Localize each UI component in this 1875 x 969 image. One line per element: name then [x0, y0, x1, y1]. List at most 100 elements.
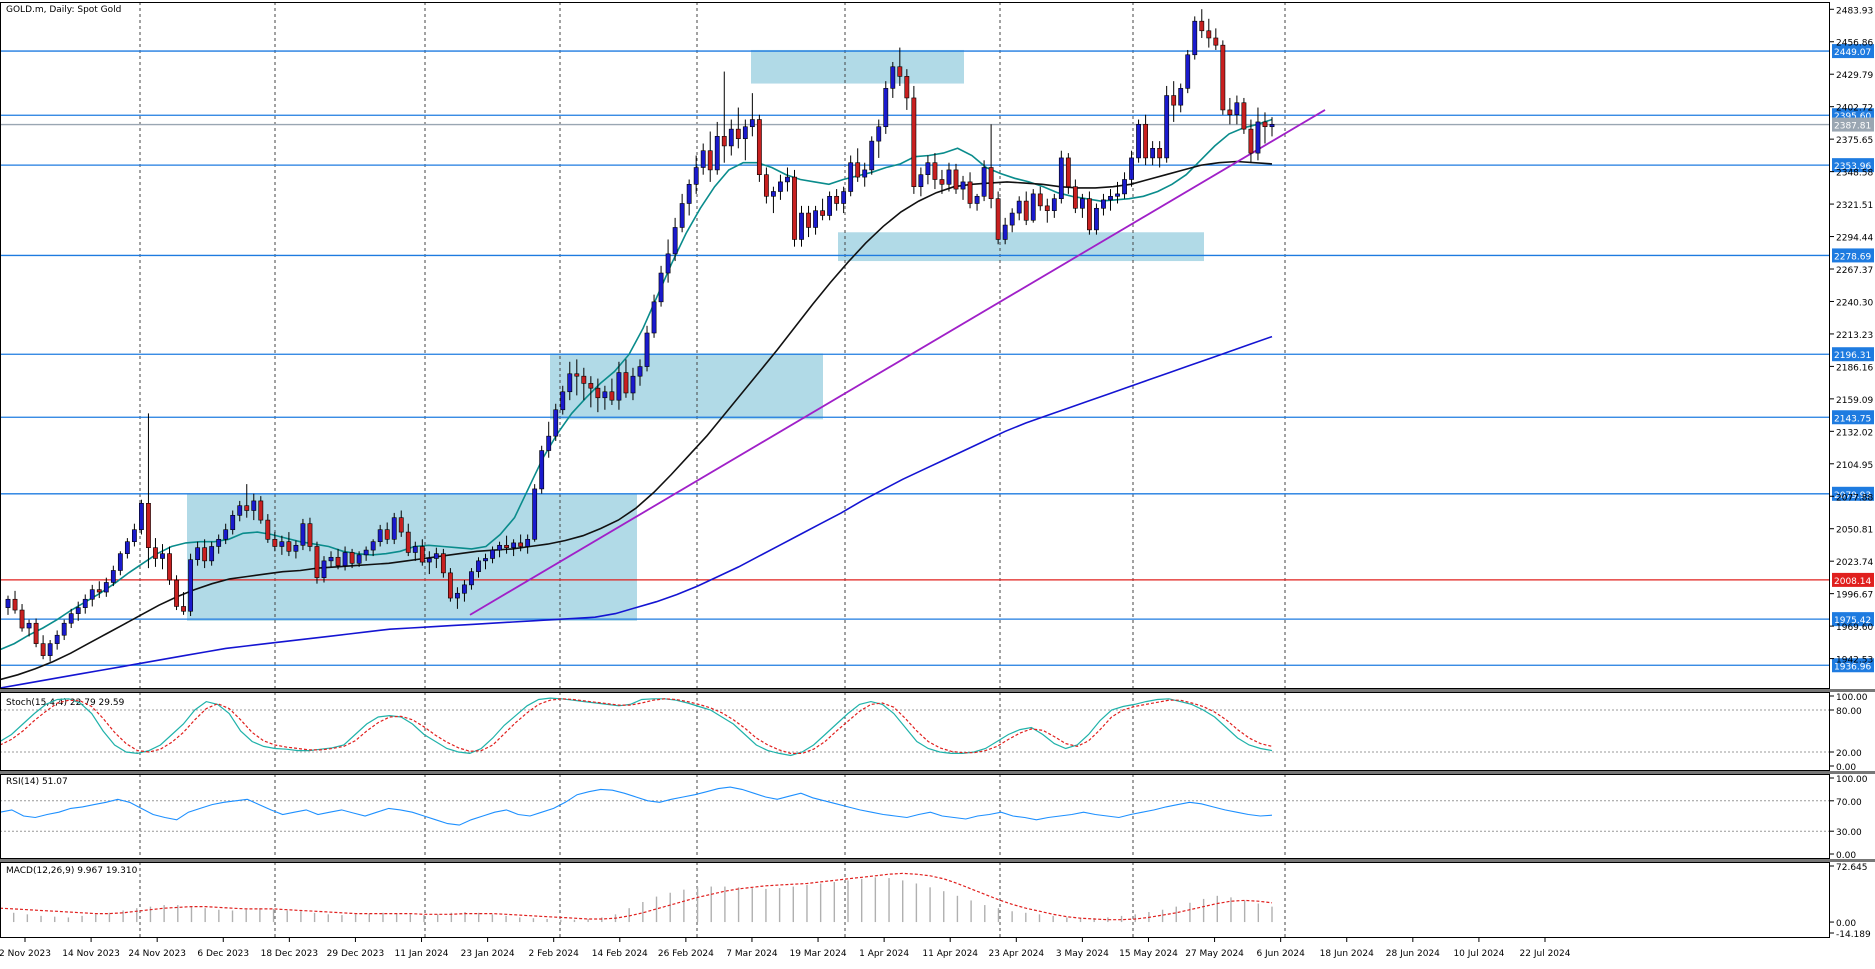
candle-169	[1192, 16, 1198, 60]
candle-38	[272, 532, 278, 552]
candle-body-156	[1101, 199, 1106, 209]
candle-92	[651, 294, 657, 338]
candle-body-118	[834, 195, 840, 204]
candle-body-39	[279, 541, 285, 547]
candle-33	[237, 500, 243, 522]
date-tick-label-4: 18 Dec 2023	[261, 949, 319, 959]
candle-103	[728, 119, 734, 156]
candle-11	[82, 594, 88, 614]
candle-body-144	[1016, 200, 1022, 214]
candle-159	[1122, 172, 1127, 199]
candle-30	[216, 534, 222, 554]
candle-body-163	[1150, 148, 1156, 159]
candle-body-83	[588, 383, 594, 389]
candle-body-81	[574, 373, 580, 377]
candle-36	[258, 496, 264, 524]
candle-20	[146, 413, 151, 569]
candle-body-13	[96, 589, 102, 593]
candle-73	[518, 534, 524, 552]
candle-45	[321, 556, 327, 583]
candle-17	[124, 538, 130, 559]
trendline	[469, 109, 1326, 616]
candle-body-127	[897, 66, 903, 77]
candle-body-91	[644, 332, 650, 367]
candle-body-71	[504, 544, 509, 548]
price-tick-label-7: 2294.44	[1836, 234, 1873, 244]
candle-2	[19, 604, 25, 632]
candle-body-138	[974, 195, 980, 204]
candle-body-35	[251, 500, 257, 511]
candle-72	[511, 539, 517, 557]
price-tick-label-6: 2321.51	[1836, 201, 1873, 211]
candle-body-27	[195, 547, 201, 560]
candle-body-166	[1171, 95, 1177, 106]
zone-3	[838, 232, 1204, 262]
candle-42	[300, 518, 306, 551]
candle-body-160	[1129, 157, 1134, 180]
date-tick-label-9: 14 Feb 2024	[592, 949, 648, 959]
price-tick-label-14: 2104.95	[1836, 461, 1873, 471]
candle-101	[714, 121, 720, 175]
candle-body-89	[630, 375, 636, 394]
candle-19	[139, 499, 144, 535]
candle-body-174	[1227, 109, 1233, 116]
candle-55	[391, 512, 397, 545]
price-tick-label-20: 1942.53	[1836, 656, 1873, 666]
candle-body-28	[202, 547, 208, 562]
stochastic-panel: Stoch(15,4,4) 22.79 29.59 100.00 80.00 20.…	[0, 693, 1868, 773]
candle-109	[771, 186, 776, 214]
level-badge-text-6: 2143.75	[1834, 414, 1871, 424]
candle-body-117	[827, 195, 833, 216]
candle-71	[504, 535, 509, 554]
candle-115	[813, 205, 818, 235]
candle-16	[117, 551, 123, 576]
date-tick-label-7: 23 Jan 2024	[461, 949, 515, 959]
candle-body-16	[117, 553, 123, 571]
candle-70	[497, 541, 502, 558]
candle-body-30	[216, 538, 222, 547]
price-tick-label-17: 2023.74	[1836, 558, 1873, 568]
grid-layer	[139, 2, 1286, 937]
moving-average-2	[0, 335, 1273, 689]
candle-15	[110, 565, 116, 587]
candle-116	[820, 198, 825, 221]
candle-112	[792, 169, 797, 247]
candle-137	[967, 172, 973, 209]
candle-body-149	[1051, 198, 1057, 211]
macd-tick-label-1: 0.00	[1836, 919, 1856, 929]
candle-35	[251, 493, 257, 521]
candle-body-126	[890, 66, 896, 89]
candle-139	[981, 160, 987, 202]
candle-80	[567, 361, 573, 401]
candle-5	[40, 635, 46, 660]
candle-138	[974, 193, 980, 211]
candle-body-20	[146, 503, 151, 548]
candle-23	[167, 546, 172, 585]
candle-body-48	[342, 552, 348, 566]
candle-164	[1157, 141, 1163, 168]
price-tick-label-5: 2348.58	[1836, 169, 1873, 179]
candle-163	[1150, 141, 1156, 166]
candle-178	[1255, 107, 1261, 161]
candle-body-164	[1157, 148, 1163, 159]
date-tick-label-6: 11 Jan 2024	[395, 949, 449, 959]
candle-body-72	[511, 542, 517, 548]
candle-body-141	[995, 198, 1001, 240]
candle-6	[47, 640, 53, 662]
candle-body-23	[167, 553, 172, 581]
candle-body-175	[1234, 102, 1240, 116]
candle-body-111	[785, 176, 790, 183]
price-tick-label-12: 2159.09	[1836, 396, 1873, 406]
candle-body-77	[546, 435, 552, 451]
candle-body-56	[398, 517, 404, 533]
candle-body-121	[855, 162, 861, 178]
candle-body-37	[265, 519, 271, 540]
candle-49	[349, 548, 355, 569]
candle-10	[75, 601, 81, 621]
candle-168	[1185, 49, 1191, 94]
candle-105	[742, 119, 748, 161]
candle-body-19	[139, 503, 144, 530]
candle-body-165	[1164, 95, 1170, 159]
